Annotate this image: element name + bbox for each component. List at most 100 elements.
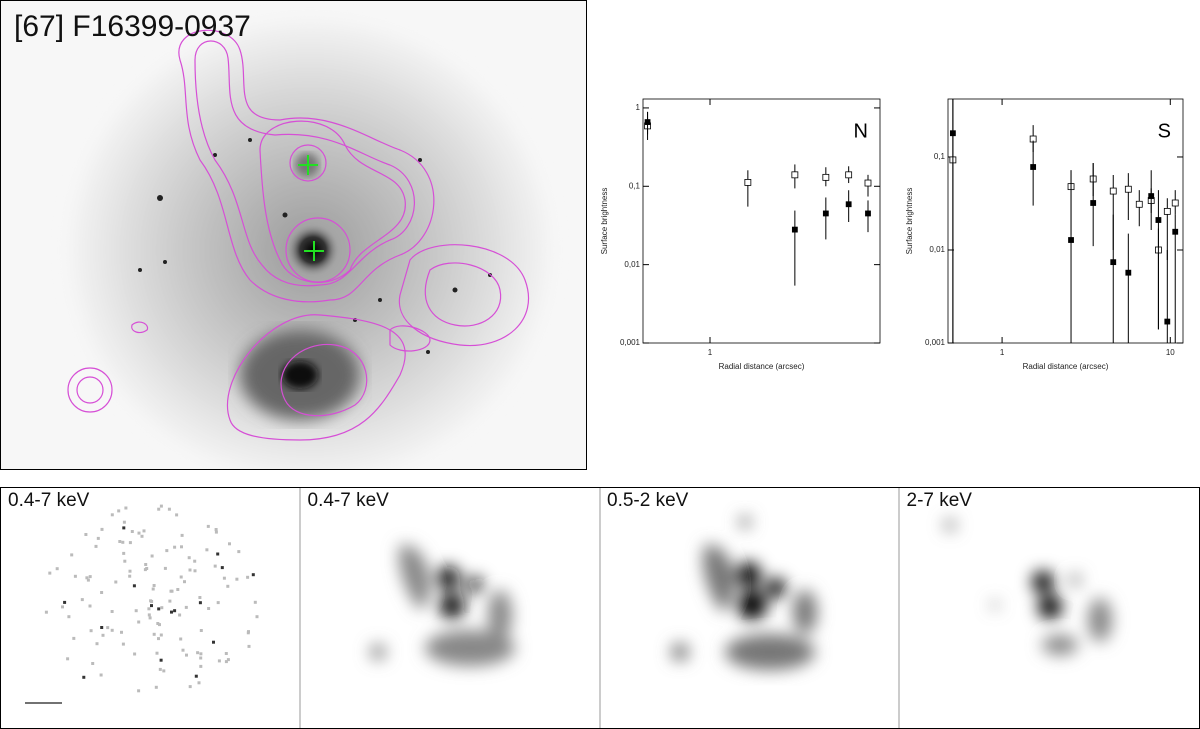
event [72,636,76,640]
event [198,596,202,599]
event [143,568,147,572]
point [1171,199,1179,207]
event [228,542,231,546]
event [199,664,203,668]
event [100,591,104,594]
event [179,637,183,641]
event [159,504,163,508]
event [214,530,218,534]
point [1109,187,1117,195]
event [159,633,163,637]
panel-label: 0.4-7 keV [8,490,90,511]
event [157,607,161,611]
event [235,577,239,581]
x-axis-label: Radial distance (arcsec) [1023,362,1109,371]
event [187,556,191,560]
panel-label: 0.5-2 keV [607,490,689,511]
event [181,648,185,652]
point [864,179,872,187]
event [237,550,241,554]
event [199,656,203,660]
event [251,573,255,577]
event [110,628,114,632]
image-label: [67] F16399-0937 [14,10,251,43]
event [123,559,127,563]
event [247,630,250,634]
event [206,524,210,528]
optical-image [1,1,586,469]
event [122,526,126,530]
event [150,554,154,558]
event [137,689,141,693]
x-ray-events [44,504,259,693]
point [744,179,752,186]
event [224,660,228,664]
y-tick-label: 1 [636,103,641,112]
chart: 0,001 0,01 0,1 1 10 Radial distance (arcsec) S… [905,98,1184,371]
event [169,589,173,593]
point [1110,259,1117,266]
event [198,601,202,605]
event [117,509,121,513]
event [194,674,198,678]
event [255,615,259,619]
event [168,599,172,603]
event [226,584,230,588]
event [188,685,192,689]
event [137,531,141,535]
event [55,567,59,571]
chart: 0,001 0,01 0,1 1 1 Radial distance (arcsec) Su… [600,98,881,371]
point [865,210,871,217]
event [121,540,125,544]
event [193,569,197,573]
x-ray-blobs [370,516,1112,670]
plot-frame [947,98,1184,344]
event [199,629,203,632]
event [99,673,103,677]
event [82,675,86,679]
event [88,575,92,579]
point [1124,185,1132,193]
x-ray-panels [0,487,1200,729]
y-tick-label: 0,001 [620,338,641,347]
event [63,600,67,604]
y-tick-label: 0,1 [934,152,946,161]
x-tick-label: 1 [1000,348,1005,357]
event [222,576,226,580]
x-axis-label: Radial distance (arcsec) [719,362,805,371]
event [148,616,152,620]
event [156,622,160,625]
event [226,658,230,662]
event [48,571,52,575]
point [1172,228,1179,235]
event [91,662,95,665]
event [84,533,88,536]
event [154,685,158,689]
point [1090,200,1097,206]
event [122,520,126,524]
event [158,623,161,627]
x-tick-label: 1 [708,348,713,357]
point [1125,269,1132,276]
event [133,652,137,656]
event [152,584,156,587]
x-tick-label: 10 [1166,348,1175,357]
event [253,600,257,604]
event [163,566,167,570]
event [173,545,177,549]
event [152,632,156,636]
image-frame [0,0,587,470]
event [184,605,188,609]
event [196,651,200,655]
event [137,620,141,624]
point [791,226,798,233]
event [121,642,125,646]
point [822,210,829,217]
point [644,119,651,125]
event [160,606,164,610]
event [70,553,74,557]
point [1068,237,1074,243]
event [179,575,183,579]
event [175,513,179,517]
